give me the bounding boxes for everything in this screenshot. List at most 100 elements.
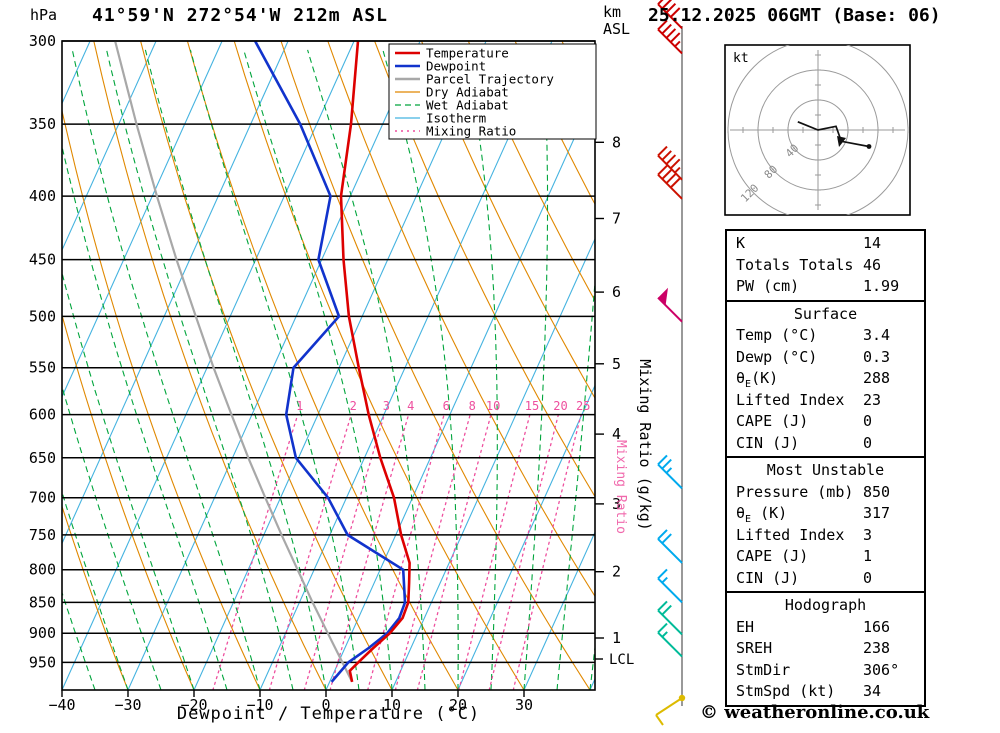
stat-value: 14 bbox=[863, 234, 882, 252]
mixing-ratio-axis-title: Mixing Ratio (g/kg) bbox=[636, 359, 654, 531]
svg-text:25: 25 bbox=[576, 399, 590, 413]
stat-row: Temp (°C) 3.4 bbox=[727, 325, 924, 347]
dewpoint-curve bbox=[253, 41, 407, 683]
stat-label: StmDir bbox=[736, 660, 791, 679]
svg-text:0: 0 bbox=[321, 696, 330, 714]
parcel-trajectory-curve bbox=[114, 41, 354, 683]
hodograph-end-marker bbox=[866, 144, 872, 149]
svg-text:3: 3 bbox=[383, 399, 390, 413]
svg-text:8: 8 bbox=[612, 133, 621, 151]
altitude-axis-label: km ASL bbox=[603, 4, 630, 38]
stat-row: StmSpd (kt) 34 bbox=[727, 681, 924, 703]
stats-section-surface: Surface Temp (°C) 3.4 Dewp (°C) 0.3 θE(K) 288 L… bbox=[725, 299, 926, 458]
svg-text:15: 15 bbox=[525, 399, 539, 413]
isotherm-lines bbox=[62, 41, 595, 690]
stats-panel: K 14 Totals Totals 46 PW (cm) 1.99 Surface Temp… bbox=[725, 229, 926, 707]
svg-text:750: 750 bbox=[29, 526, 56, 544]
svg-text:Dewpoint: Dewpoint bbox=[426, 59, 486, 74]
svg-text:1: 1 bbox=[296, 399, 303, 413]
stat-row: CIN (J) 0 bbox=[727, 568, 924, 590]
stat-label: EH bbox=[736, 617, 755, 636]
stat-label: Pressure (mb) bbox=[736, 482, 854, 501]
stats-section-hodograph: Hodograph EH 166 SREH 238 StmDir 306° StmSpd (k… bbox=[725, 591, 926, 707]
stat-value: 306° bbox=[863, 660, 900, 679]
svg-text:Temperature: Temperature bbox=[426, 46, 509, 61]
pressure-unit-label: hPa bbox=[30, 6, 58, 24]
svg-text:1: 1 bbox=[612, 629, 621, 647]
svg-text:Isotherm: Isotherm bbox=[426, 111, 486, 126]
svg-text:Parcel Trajectory: Parcel Trajectory bbox=[426, 72, 554, 87]
run-title: 25.12.2025 06GMT (Base: 06) bbox=[648, 5, 941, 26]
stat-value: 3 bbox=[863, 525, 873, 544]
svg-text:Dry Adiabat: Dry Adiabat bbox=[426, 85, 509, 100]
hodograph-panel: 40 80 120 kt bbox=[718, 40, 918, 225]
mixing-ratio-side-label: Mixing Ratio bbox=[613, 440, 628, 534]
stat-row: θE (K) 317 bbox=[727, 503, 924, 525]
stats-section-most-unstable: Most Unstable Pressure (mb) 850 θE (K) 317 Li… bbox=[725, 456, 926, 593]
stat-value: 238 bbox=[863, 639, 891, 657]
stat-value: 0 bbox=[863, 412, 873, 430]
stat-label: Totals Totals bbox=[736, 255, 854, 274]
stat-value: 317 bbox=[863, 504, 891, 522]
stats-section-title: Surface bbox=[793, 304, 858, 323]
svg-text:800: 800 bbox=[29, 561, 56, 579]
stat-value: 0.3 bbox=[863, 347, 891, 366]
stat-label: CIN (J) bbox=[736, 568, 800, 587]
stat-row: CIN (J) 0 bbox=[727, 433, 924, 455]
svg-text:−40: −40 bbox=[48, 696, 75, 714]
stat-value: 166 bbox=[863, 617, 891, 636]
lcl-label: LCL bbox=[609, 652, 634, 668]
svg-text:300: 300 bbox=[29, 32, 56, 50]
svg-text:6: 6 bbox=[612, 283, 621, 301]
svg-text:850: 850 bbox=[29, 593, 56, 611]
stat-label: CIN (J) bbox=[736, 433, 800, 452]
stat-label: Lifted Index bbox=[736, 525, 845, 544]
stat-label: K bbox=[736, 234, 746, 252]
svg-text:−30: −30 bbox=[114, 696, 141, 714]
stat-row: PW (cm) 1.99 bbox=[727, 276, 924, 298]
stat-value: 46 bbox=[863, 255, 882, 274]
stat-label: θE(K) bbox=[736, 369, 779, 390]
stat-value: 288 bbox=[863, 369, 891, 387]
stat-row: SREH 238 bbox=[727, 638, 924, 660]
stat-row: Totals Totals 46 bbox=[727, 255, 924, 277]
temperature-axis-labels: −40 −30 −20 −10 0 10 20 30 bbox=[48, 696, 533, 714]
svg-text:5: 5 bbox=[612, 355, 621, 373]
wind-barbs bbox=[655, 0, 683, 726]
stat-label: StmSpd (kt) bbox=[736, 682, 836, 700]
x-axis-title: Dewpoint / Temperature (°C) bbox=[176, 704, 481, 724]
svg-text:900: 900 bbox=[29, 624, 56, 642]
svg-text:500: 500 bbox=[29, 307, 56, 325]
pressure-tick-labels: 300 350 400 450 500 550 600 650 700 750 800 850 900 9… bbox=[29, 32, 56, 671]
mixing-ratio-value-labels: 1 2 3 4 6 8 10 15 20 25 bbox=[296, 399, 590, 413]
svg-text:Mixing Ratio: Mixing Ratio bbox=[426, 124, 516, 139]
stat-label: θE (K) bbox=[736, 504, 788, 525]
svg-text:30: 30 bbox=[515, 696, 533, 714]
asl-unit-label: ASL bbox=[603, 20, 631, 38]
stat-label: CAPE (J) bbox=[736, 547, 809, 565]
copyright-text: © weatheronline.co.uk bbox=[700, 702, 930, 723]
svg-text:650: 650 bbox=[29, 449, 56, 467]
svg-text:3: 3 bbox=[612, 495, 621, 513]
stat-row: K 14 bbox=[727, 233, 924, 255]
svg-text:10: 10 bbox=[486, 399, 500, 413]
stat-value: 34 bbox=[863, 682, 882, 700]
station-title: 41°59'N 272°54'W 212m ASL bbox=[92, 5, 388, 26]
svg-text:10: 10 bbox=[383, 696, 401, 714]
svg-text:−20: −20 bbox=[180, 696, 207, 714]
hodograph-trace bbox=[797, 121, 870, 148]
stat-value: 0 bbox=[863, 568, 873, 587]
km-axis-labels: 8 7 6 5 4 3 2 1 bbox=[612, 133, 621, 647]
stat-row: Pressure (mb) 850 bbox=[727, 482, 924, 504]
svg-text:2: 2 bbox=[612, 563, 621, 581]
svg-text:8: 8 bbox=[469, 399, 476, 413]
svg-text:20: 20 bbox=[449, 696, 467, 714]
stat-value: 3.4 bbox=[863, 326, 891, 344]
stat-row: Dewp (°C) 0.3 bbox=[727, 347, 924, 369]
svg-text:450: 450 bbox=[29, 251, 56, 269]
